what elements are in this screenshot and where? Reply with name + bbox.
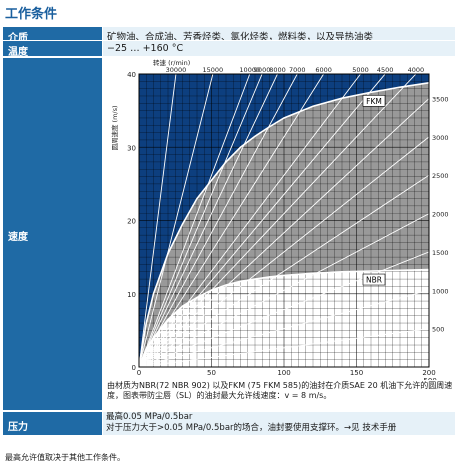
rpm-label-8000: 8000 [269, 66, 286, 74]
chart-note: 由材质为NBR(72 NBR 902) 以及FKM (75 FKM 585)的油… [107, 381, 453, 400]
pressure-line-2: 对于压力大于>0.05 MPa/0.5bar的场合，油封要使用支撑环。→见 技术… [106, 423, 397, 433]
page-title: 工作条件 [5, 7, 58, 22]
rpm-line-4500 [139, 74, 386, 367]
speed-label: 速度 [3, 58, 102, 410]
rpm-label-30000: 30000 [166, 66, 187, 74]
x-tick-label: 200 [422, 369, 435, 377]
rpm-label-5000: 5000 [352, 66, 369, 74]
rpm-label-4500: 4500 [377, 66, 394, 74]
rpm-label-3500: 3500 [432, 96, 449, 104]
rpm-label-3000: 3000 [432, 134, 449, 142]
series-label-fkm: FKM [366, 97, 382, 106]
x-tick-label: 100 [277, 369, 290, 377]
rpm-line-5000 [139, 74, 361, 367]
rpm-label-500: 500 [432, 326, 444, 334]
rpm-line-2500 [139, 174, 429, 367]
pressure-value: 最高0.05 MPa/0.5bar 对于压力大于>0.05 MPa/0.5bar… [106, 412, 396, 434]
temperature-value: −25 … +160 °C [103, 41, 455, 56]
x-end-label: .500 [421, 377, 437, 380]
plot-frame [138, 73, 430, 368]
series-curve-fkm [139, 81, 429, 367]
x-tick-label: 50 [207, 369, 216, 377]
y-tick-label: 20 [127, 218, 136, 226]
rpm-line-8000 [139, 74, 278, 367]
pressure-label: 压力 [3, 412, 102, 435]
pressure-line-1: 最高0.05 MPa/0.5bar [106, 412, 193, 422]
rpm-label-2000: 2000 [432, 211, 449, 219]
y-tick-label: 10 [127, 291, 136, 299]
rpm-line-30000 [139, 74, 177, 367]
x-tick-label: 0 [137, 369, 141, 377]
rpm-label-2500: 2500 [432, 172, 449, 180]
rpm-line-1000 [139, 289, 429, 367]
rpm-line-3000 [139, 136, 429, 367]
rpm-line-4000 [139, 74, 417, 367]
rpm-line-10000 [139, 74, 251, 367]
speed-chart: 30000 15000 10000 9000 8000 7000 6000 5000 4500 4… [103, 58, 455, 410]
rpm-line-9000 [139, 74, 263, 367]
rpm-label-7000: 7000 [289, 66, 306, 74]
rpm-label-4000: 4000 [408, 66, 425, 74]
x-tick-label: 150 [350, 369, 363, 377]
rpm-label-15000: 15000 [203, 66, 224, 74]
plot-border [138, 73, 430, 368]
rpm-line-3500 [139, 98, 429, 367]
series-label-nbr: NBR [366, 276, 382, 285]
series-label-box-fkm [362, 95, 386, 107]
rpm-line-15000 [139, 74, 214, 367]
y-tick-label: 40 [127, 71, 136, 79]
footnote: 最高允许值取决于其他工作条件。 [5, 453, 125, 462]
pressure-value-box [103, 412, 455, 435]
rpm-label-1000: 1000 [432, 287, 449, 295]
top-axis-label: 转速 (r/min) [153, 58, 190, 67]
y-tick-label: 30 [127, 144, 136, 152]
y-tick-label: 0 [132, 364, 136, 372]
medium-value: 矿物油、合成油、芳香烃类、氯化烃类，燃料类，以及导热油类 [103, 27, 455, 40]
rpm-label-9000: 9000 [254, 66, 271, 74]
rpm-label-10000: 10000 [239, 66, 260, 74]
temperature-label: 温度 [3, 41, 102, 58]
plot-area [139, 74, 429, 367]
rpm-label-1500: 1500 [432, 249, 449, 257]
rpm-line-7000 [139, 74, 298, 367]
y-axis-label: 圆周速度 (m/s) [110, 105, 119, 150]
medium-label: 介质 [3, 27, 102, 44]
series-curve-nbr [139, 268, 429, 367]
rpm-line-2000 [139, 213, 429, 367]
rpm-line-500 [139, 328, 429, 367]
series-label-box-nbr [362, 273, 386, 286]
rpm-label-6000: 6000 [315, 66, 332, 74]
